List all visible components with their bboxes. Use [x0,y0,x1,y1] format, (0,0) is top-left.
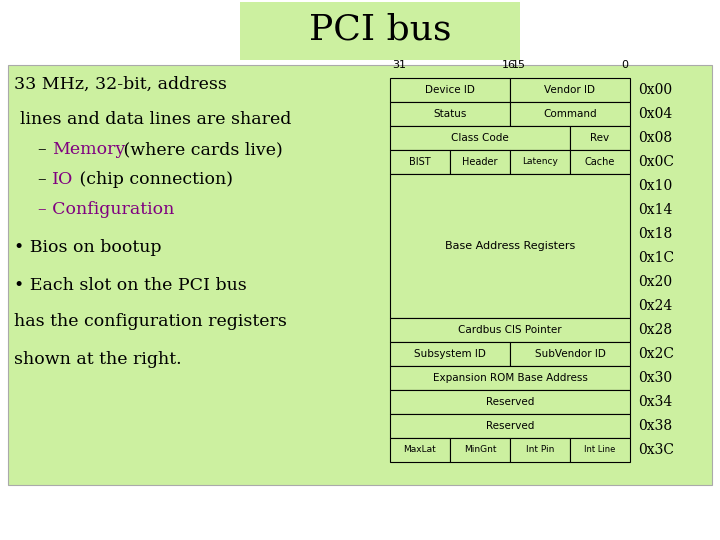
Text: Int Pin: Int Pin [526,446,554,455]
Text: –: – [38,141,52,159]
Text: 0x24: 0x24 [638,299,672,313]
Text: Cache: Cache [585,157,615,167]
Text: Class Code: Class Code [451,133,509,143]
Text: Rev: Rev [590,133,610,143]
Text: – Configuration: – Configuration [38,201,174,219]
Text: • Each slot on the PCI bus: • Each slot on the PCI bus [14,276,247,294]
Text: Vendor ID: Vendor ID [544,85,595,95]
Bar [390,342,510,366]
Text: 0x28: 0x28 [638,323,672,337]
Text: 0: 0 [621,60,628,70]
Text: 0x34: 0x34 [638,395,672,409]
Text: Status: Status [433,109,467,119]
Text: Cardbus CIS Pointer: Cardbus CIS Pointer [458,325,562,335]
Bar [390,174,630,318]
Text: 0x10: 0x10 [638,179,672,193]
Bar [390,318,630,342]
Bar [510,438,570,462]
Text: 0x18: 0x18 [638,227,672,241]
Text: Expansion ROM Base Address: Expansion ROM Base Address [433,373,588,383]
Text: 0x3C: 0x3C [638,443,674,457]
Text: • Bios on bootup: • Bios on bootup [14,239,161,255]
Text: 0x1C: 0x1C [638,251,674,265]
Bar [510,78,630,102]
Text: 0x14: 0x14 [638,203,672,217]
Text: lines and data lines are shared: lines and data lines are shared [20,111,292,129]
Bar [390,390,630,414]
Text: PCI bus: PCI bus [309,13,451,47]
Text: 0x20: 0x20 [638,275,672,289]
Text: Header: Header [462,157,498,167]
Bar [390,102,510,126]
Text: 33 MHz, 32-bit, address: 33 MHz, 32-bit, address [14,76,227,92]
Text: (where cards live): (where cards live) [118,141,283,159]
Text: Memory: Memory [52,141,125,159]
Bar [390,414,630,438]
Bar [510,150,570,174]
Text: Reserved: Reserved [486,397,534,407]
Text: (chip connection): (chip connection) [74,172,233,188]
Text: Base Address Registers: Base Address Registers [445,241,575,251]
Text: SubVendor ID: SubVendor ID [534,349,606,359]
Bar [8,65,712,485]
Bar [450,150,510,174]
Text: Command: Command [543,109,597,119]
Text: 0x04: 0x04 [638,107,672,121]
Text: –: – [38,172,52,188]
Text: 0x0C: 0x0C [638,155,674,169]
Text: IO: IO [52,172,73,188]
Text: MaxLat: MaxLat [404,446,436,455]
Text: 16: 16 [502,60,516,70]
Bar [390,78,510,102]
Text: has the configuration registers: has the configuration registers [14,314,287,330]
Text: Reserved: Reserved [486,421,534,431]
Text: Int Line: Int Line [585,446,616,455]
Text: 0x08: 0x08 [638,131,672,145]
Bar [240,2,520,60]
Bar [510,342,630,366]
Text: Subsystem ID: Subsystem ID [414,349,486,359]
Bar [390,438,450,462]
Text: Latency: Latency [522,158,558,166]
Text: 0x30: 0x30 [638,371,672,385]
Bar [390,366,630,390]
Text: BIST: BIST [409,157,431,167]
Bar [570,126,630,150]
Bar [390,150,450,174]
Text: MinGnt: MinGnt [464,446,496,455]
Bar [570,438,630,462]
Text: 15: 15 [512,60,526,70]
Bar [390,126,570,150]
Bar [510,102,630,126]
Text: 0x2C: 0x2C [638,347,674,361]
Text: 0x38: 0x38 [638,419,672,433]
Text: 31: 31 [392,60,406,70]
Text: 0x00: 0x00 [638,83,672,97]
Bar [570,150,630,174]
Text: shown at the right.: shown at the right. [14,350,181,368]
Bar [450,438,510,462]
Text: Device ID: Device ID [425,85,475,95]
